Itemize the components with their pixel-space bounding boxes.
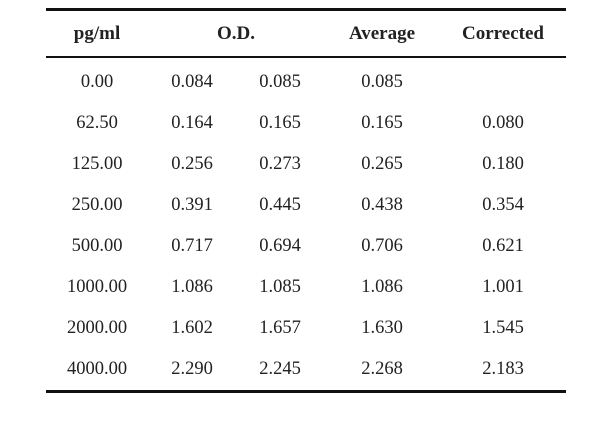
standard-curve-table: pg/ml O.D. Average Corrected 0.00 0.084 …	[46, 8, 566, 393]
cell-od-1: 0.084	[171, 72, 213, 92]
cell-average: 0.085	[361, 72, 403, 92]
cell-average: 1.086	[361, 277, 403, 297]
cell-corrected: 0.080	[482, 113, 524, 133]
cell-average: 0.265	[361, 154, 403, 174]
cell-od-2: 0.445	[259, 195, 301, 215]
data-table: pg/ml O.D. Average Corrected	[46, 11, 566, 56]
cell-od-1: 0.717	[171, 236, 213, 256]
cell-corrected: 1.545	[482, 318, 524, 338]
cell-concentration: 0.00	[80, 72, 114, 92]
cell-corrected: 0.180	[482, 154, 524, 174]
cell-corrected: 2.183	[482, 359, 524, 379]
cell-od-1: 0.164	[171, 113, 213, 133]
table-bottom-rule	[46, 390, 566, 393]
cell-od-1: 0.256	[171, 154, 213, 174]
cell-concentration: 1000.00	[66, 277, 128, 297]
cell-concentration: 62.50	[76, 113, 118, 133]
data-table-body: 0.00 0.084 0.085 0.085 62.50 0.164 0.165…	[46, 58, 566, 390]
header-average: Average	[348, 22, 416, 44]
cell-concentration: 250.00	[71, 195, 123, 215]
cell-od-2: 0.085	[259, 72, 301, 92]
table-row: 2000.00 1.602 1.657 1.630 1.545	[46, 308, 566, 349]
cell-concentration: 500.00	[71, 236, 123, 256]
cell-od-2: 1.085	[259, 277, 301, 297]
header-concentration: pg/ml	[73, 22, 121, 44]
cell-od-1: 1.086	[171, 277, 213, 297]
table-row: 250.00 0.391 0.445 0.438 0.354	[46, 185, 566, 226]
cell-average: 0.165	[361, 113, 403, 133]
table-header-rule	[46, 56, 566, 58]
cell-od-1: 2.290	[171, 359, 213, 379]
cell-corrected: 1.001	[482, 277, 524, 297]
header-row: pg/ml O.D. Average Corrected	[46, 11, 566, 56]
table-row: 1000.00 1.086 1.085 1.086 1.001	[46, 267, 566, 308]
cell-average: 0.438	[361, 195, 403, 215]
cell-average: 0.706	[361, 236, 403, 256]
table-row: 4000.00 2.290 2.245 2.268 2.183	[46, 349, 566, 390]
header-corrected: Corrected	[462, 22, 544, 44]
cell-average: 2.268	[361, 359, 403, 379]
cell-corrected	[440, 58, 566, 103]
cell-corrected: 0.621	[482, 236, 524, 256]
cell-od-1: 0.391	[171, 195, 213, 215]
cell-od-2: 2.245	[259, 359, 301, 379]
cell-od-2: 0.273	[259, 154, 301, 174]
cell-od-2: 0.165	[259, 113, 301, 133]
cell-od-2: 1.657	[259, 318, 301, 338]
table-row: 62.50 0.164 0.165 0.165 0.080	[46, 103, 566, 144]
cell-concentration: 4000.00	[66, 359, 128, 379]
table-row: 500.00 0.717 0.694 0.706 0.621	[46, 226, 566, 267]
table-row: 0.00 0.084 0.085 0.085	[46, 58, 566, 103]
cell-od-2: 0.694	[259, 236, 301, 256]
table-row: 125.00 0.256 0.273 0.265 0.180	[46, 144, 566, 185]
cell-concentration: 2000.00	[66, 318, 128, 338]
table-top-rule	[46, 8, 566, 11]
header-od: O.D.	[217, 22, 255, 44]
cell-corrected: 0.354	[482, 195, 524, 215]
cell-average: 1.630	[361, 318, 403, 338]
cell-concentration: 125.00	[71, 154, 123, 174]
cell-od-1: 1.602	[171, 318, 213, 338]
